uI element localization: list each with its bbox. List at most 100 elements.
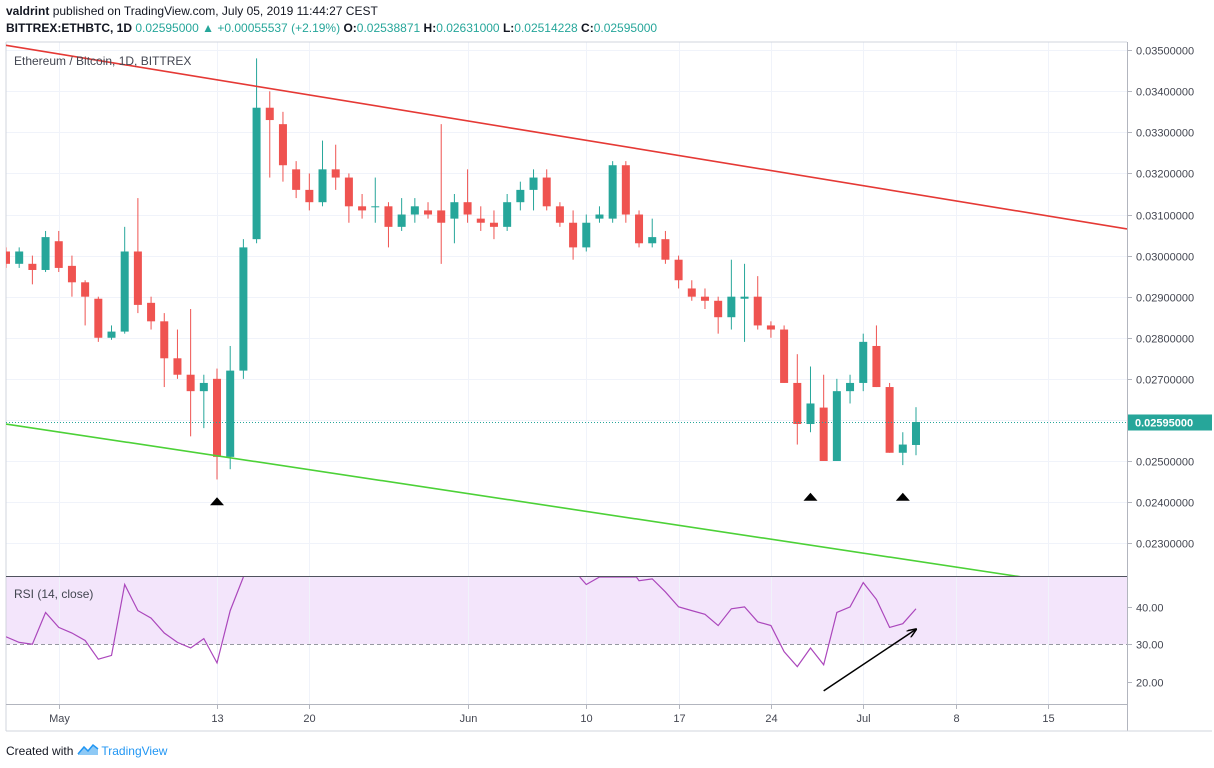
candle-body bbox=[54, 241, 63, 268]
candle-up bbox=[226, 345, 235, 470]
candle-body bbox=[28, 263, 37, 270]
candle-body bbox=[674, 259, 683, 281]
candle-body bbox=[489, 222, 498, 227]
candle-down bbox=[331, 144, 340, 190]
tradingview-brand[interactable]: TradingView bbox=[101, 743, 168, 758]
time-tick-label: 10 bbox=[580, 713, 592, 725]
candle-body bbox=[133, 251, 142, 305]
symbol-name: BITTREX:ETHBTC, 1D bbox=[6, 21, 132, 35]
rsi-line bbox=[6, 577, 244, 665]
time-tick-label: Jul bbox=[856, 713, 870, 725]
candle-body bbox=[832, 391, 841, 461]
candle-down bbox=[213, 368, 222, 480]
high-label: H: bbox=[423, 21, 437, 35]
low-value: 0.02514228 bbox=[514, 21, 578, 35]
candle-body bbox=[569, 222, 578, 248]
candle-body bbox=[358, 206, 367, 211]
candle-up bbox=[410, 198, 419, 223]
candle-down bbox=[94, 296, 103, 342]
candle-body bbox=[846, 382, 855, 392]
rsi-tick-label: 20.00 bbox=[1136, 678, 1164, 690]
candle-up bbox=[898, 432, 907, 466]
candle-down bbox=[147, 296, 156, 330]
time-tick-label: 8 bbox=[953, 713, 959, 725]
time-tick-label: 24 bbox=[765, 713, 777, 725]
bottom-markers bbox=[210, 492, 910, 506]
candle-body bbox=[384, 206, 393, 227]
candle-down bbox=[780, 325, 789, 383]
footer: Created with TradingView bbox=[6, 742, 167, 759]
candle-body bbox=[239, 247, 248, 371]
candle-body bbox=[120, 251, 129, 332]
candle-body bbox=[278, 124, 287, 166]
candle-body bbox=[555, 206, 564, 223]
price-axis[interactable]: 0.023000000.024000000.025000000.02600000… bbox=[1127, 46, 1194, 551]
candle-up bbox=[120, 226, 129, 334]
candle-body bbox=[213, 378, 222, 457]
candle-body bbox=[898, 444, 907, 453]
candle-down bbox=[358, 193, 367, 219]
publish-info: valdrint published on TradingView.com, J… bbox=[6, 4, 378, 18]
candle-body bbox=[621, 165, 630, 215]
main-chart-title: Ethereum / Bitcoin, 1D, BITTREX bbox=[14, 54, 191, 68]
candle-body bbox=[371, 206, 380, 208]
close-value: 0.02595000 bbox=[593, 21, 658, 35]
candle-body bbox=[819, 407, 828, 461]
candle-body bbox=[265, 107, 274, 121]
price-tick-label: 0.03300000 bbox=[1136, 128, 1194, 140]
candle-body bbox=[344, 177, 353, 207]
current-price-tag-text: 0.02595000 bbox=[1135, 418, 1193, 430]
candle-up bbox=[107, 325, 116, 340]
candle-body bbox=[740, 296, 749, 299]
candle-up bbox=[371, 177, 380, 223]
candle-down bbox=[133, 198, 142, 314]
rsi-axis[interactable]: 20.00 30.00 40.00 bbox=[1127, 603, 1164, 690]
candle-body bbox=[252, 107, 261, 240]
price-tick-label: 0.03200000 bbox=[1136, 169, 1194, 181]
current-price-tag: 0.02595000 bbox=[1128, 414, 1212, 431]
bottom-marker-icon bbox=[210, 497, 225, 506]
rsi-grid bbox=[6, 577, 1127, 704]
candle-down bbox=[278, 111, 287, 182]
candle-down bbox=[793, 354, 802, 445]
ohlc-legend: BITTREX:ETHBTC, 1D 0.02595000 ▲ +0.00055… bbox=[6, 21, 657, 35]
time-axis[interactable]: May 13 20 Jun 10 17 24 Jul 8 15 bbox=[49, 704, 1055, 725]
published-text: published on TradingView.com, July 05, 2… bbox=[52, 4, 378, 18]
candle-body bbox=[753, 296, 762, 326]
candle-body bbox=[885, 387, 894, 453]
candle-down bbox=[872, 325, 881, 388]
candle-down bbox=[885, 382, 894, 453]
candle-down bbox=[674, 255, 683, 289]
candle-down bbox=[714, 296, 723, 334]
candle-down bbox=[661, 230, 670, 264]
candle-up bbox=[516, 181, 525, 211]
candle-up bbox=[529, 169, 538, 211]
rsi-divergence-arrow bbox=[823, 629, 916, 692]
candle-down bbox=[305, 173, 314, 211]
candle-up bbox=[318, 140, 327, 207]
price-grid bbox=[6, 42, 1127, 576]
candle-down bbox=[687, 280, 696, 301]
close-label: C: bbox=[581, 21, 594, 35]
candle-down bbox=[67, 255, 76, 297]
candle-body bbox=[463, 202, 472, 215]
candle-down bbox=[700, 288, 709, 309]
candle-up bbox=[503, 193, 512, 231]
support-trendline bbox=[6, 423, 1021, 576]
author-name[interactable]: valdrint bbox=[6, 4, 50, 18]
candle-down bbox=[635, 210, 644, 248]
current-price-tag-bg bbox=[1128, 414, 1212, 431]
candlestick-series bbox=[6, 58, 920, 480]
candle-up bbox=[15, 247, 24, 268]
price-tick-label: 0.03100000 bbox=[1136, 211, 1194, 223]
candle-up bbox=[41, 230, 50, 273]
candle-body bbox=[410, 206, 419, 215]
change-up-icon: ▲ bbox=[202, 21, 214, 35]
candle-up bbox=[582, 214, 591, 252]
candle-body bbox=[806, 403, 815, 425]
rsi-tick-label: 30.00 bbox=[1136, 640, 1164, 652]
candle-down bbox=[476, 206, 485, 231]
candle-body bbox=[424, 210, 433, 215]
last-price: 0.02595000 bbox=[135, 21, 199, 35]
